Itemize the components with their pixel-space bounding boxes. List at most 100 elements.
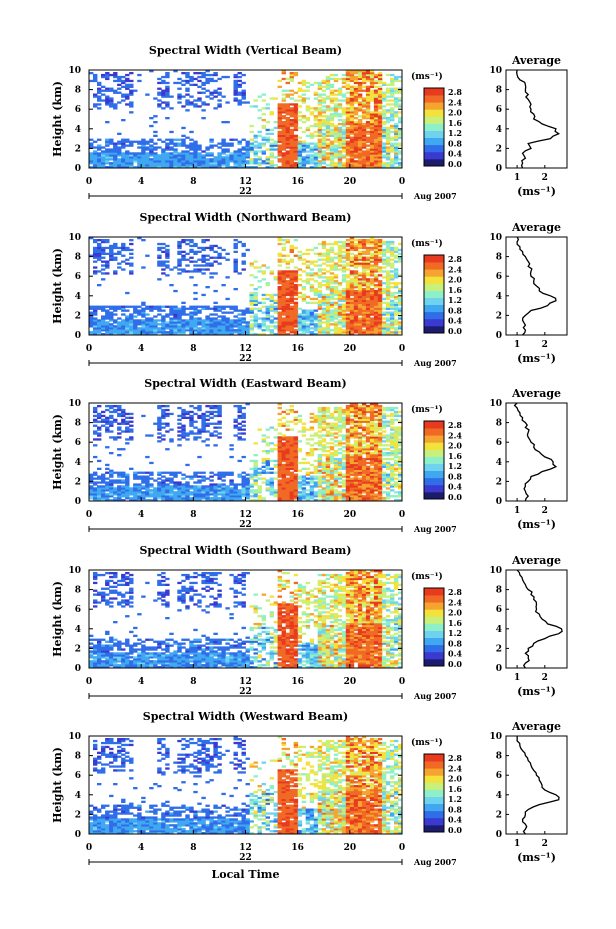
- panel-title: Spectral Width (Southward Beam): [139, 544, 351, 557]
- average-frame: [505, 236, 568, 336]
- y-tick-label: 10: [68, 399, 81, 409]
- colorbar-swatch: [424, 803, 444, 812]
- day-label: 22: [239, 853, 252, 863]
- month-label: Aug 2007: [413, 358, 457, 368]
- x-tick-label: 20: [344, 510, 357, 520]
- average-y-tick: 10: [489, 732, 502, 742]
- colorbar-tick: 0.4: [448, 482, 462, 492]
- average-y-tick: 6: [496, 272, 502, 282]
- colorbar-tick: 0.0: [448, 326, 462, 336]
- average-y-tick: 6: [496, 771, 502, 781]
- average-x-tick: 1: [514, 340, 520, 350]
- colorbar-swatch: [424, 435, 444, 443]
- panel-0: Spectral Width (Vertical Beam)0246810Hei…: [51, 44, 568, 201]
- y-tick-label: 4: [75, 791, 81, 801]
- month-label: Aug 2007: [413, 857, 457, 867]
- y-tick-label: 4: [75, 458, 81, 468]
- colorbar-swatch: [424, 442, 444, 450]
- colorbar-tick: 2.4: [448, 97, 462, 107]
- y-tick-label: 10: [68, 566, 81, 576]
- average-title: Average: [511, 221, 561, 234]
- colorbar-swatch: [424, 630, 444, 638]
- colorbar-swatch: [424, 637, 444, 646]
- colorbar-swatch: [424, 824, 444, 833]
- y-axis-label: Height (km): [51, 581, 64, 657]
- colorbar-swatch: [424, 644, 444, 653]
- colorbar-tick: 2.0: [448, 608, 462, 618]
- y-tick-label: 0: [75, 664, 81, 674]
- average-y-tick: 0: [496, 497, 502, 507]
- average-frame: [505, 735, 568, 835]
- average-frame: [505, 402, 568, 502]
- average-y-tick: 10: [489, 66, 502, 76]
- colorbar-swatch: [424, 616, 444, 624]
- x-tick-label: 20: [344, 344, 357, 354]
- heatmap-cells: [89, 403, 403, 502]
- x-tick-label: 4: [138, 843, 144, 853]
- colorbar-tick: 0.0: [448, 159, 462, 169]
- average-y-tick: 0: [496, 664, 502, 674]
- y-tick-label: 10: [68, 66, 81, 76]
- colorbar-swatch: [424, 130, 444, 138]
- y-tick-label: 0: [75, 331, 81, 341]
- y-tick-label: 6: [75, 272, 81, 282]
- x-tick-label: 12: [239, 677, 252, 687]
- colorbar-swatch: [424, 754, 444, 762]
- y-tick-label: 8: [75, 86, 81, 96]
- colorbar-tick: 1.2: [448, 128, 462, 138]
- colorbar-tick: 2.0: [448, 275, 462, 285]
- colorbar-swatch: [424, 789, 444, 797]
- average-y-tick: 8: [496, 752, 502, 762]
- colorbar-swatch: [424, 102, 444, 110]
- x-tick-label: 16: [291, 510, 304, 520]
- x-tick-label: 16: [291, 843, 304, 853]
- average-x-tick: 1: [514, 673, 520, 683]
- colorbar-swatch: [424, 88, 444, 96]
- heatmap-cells: [89, 736, 403, 835]
- colorbar-swatch: [424, 158, 444, 167]
- average-x-tick: 2: [542, 340, 548, 350]
- y-tick-label: 0: [75, 164, 81, 174]
- day-label: 22: [239, 354, 252, 364]
- average-y-tick: 10: [489, 566, 502, 576]
- average-y-tick: 10: [489, 399, 502, 409]
- panel-2: Spectral Width (Eastward Beam)0246810Hei…: [51, 377, 568, 534]
- panel-title: Spectral Width (Northward Beam): [140, 211, 352, 224]
- colorbar-swatch: [424, 116, 444, 124]
- x-tick-label: 8: [190, 510, 196, 520]
- heatmap-cells: [89, 570, 403, 669]
- day-label: 22: [239, 187, 252, 197]
- y-tick-label: 2: [75, 144, 81, 154]
- month-label: Aug 2007: [413, 191, 457, 201]
- average-y-tick: 2: [496, 644, 502, 654]
- colorbar-swatch: [424, 463, 444, 471]
- average-profile-line: [516, 735, 560, 835]
- y-tick-label: 6: [75, 605, 81, 615]
- y-tick-label: 2: [75, 810, 81, 820]
- x-tick-label: 0: [86, 177, 92, 187]
- colorbar-tick: 1.2: [448, 794, 462, 804]
- x-tick-label: 4: [138, 344, 144, 354]
- colorbar-tick: 1.2: [448, 295, 462, 305]
- colorbar-swatch: [424, 768, 444, 776]
- colorbar-tick: 0.4: [448, 649, 462, 659]
- average-y-tick: 6: [496, 105, 502, 115]
- colorbar-swatch: [424, 297, 444, 305]
- x-tick-label: 0: [86, 843, 92, 853]
- colorbar-swatch: [424, 588, 444, 596]
- colorbar-swatch: [424, 775, 444, 783]
- y-tick-label: 4: [75, 625, 81, 635]
- y-tick-label: 8: [75, 586, 81, 596]
- y-tick-label: 2: [75, 311, 81, 321]
- colorbar-tick: 2.0: [448, 774, 462, 784]
- panel-title: Spectral Width (Westward Beam): [143, 710, 348, 723]
- average-y-tick: 6: [496, 438, 502, 448]
- average-profile-line: [516, 569, 563, 669]
- average-y-tick: 4: [496, 458, 502, 468]
- average-frame: [505, 569, 568, 669]
- colorbar-swatch: [424, 782, 444, 790]
- y-tick-label: 0: [75, 497, 81, 507]
- colorbar-tick: 1.6: [448, 285, 462, 295]
- x-tick-label: 0: [399, 177, 405, 187]
